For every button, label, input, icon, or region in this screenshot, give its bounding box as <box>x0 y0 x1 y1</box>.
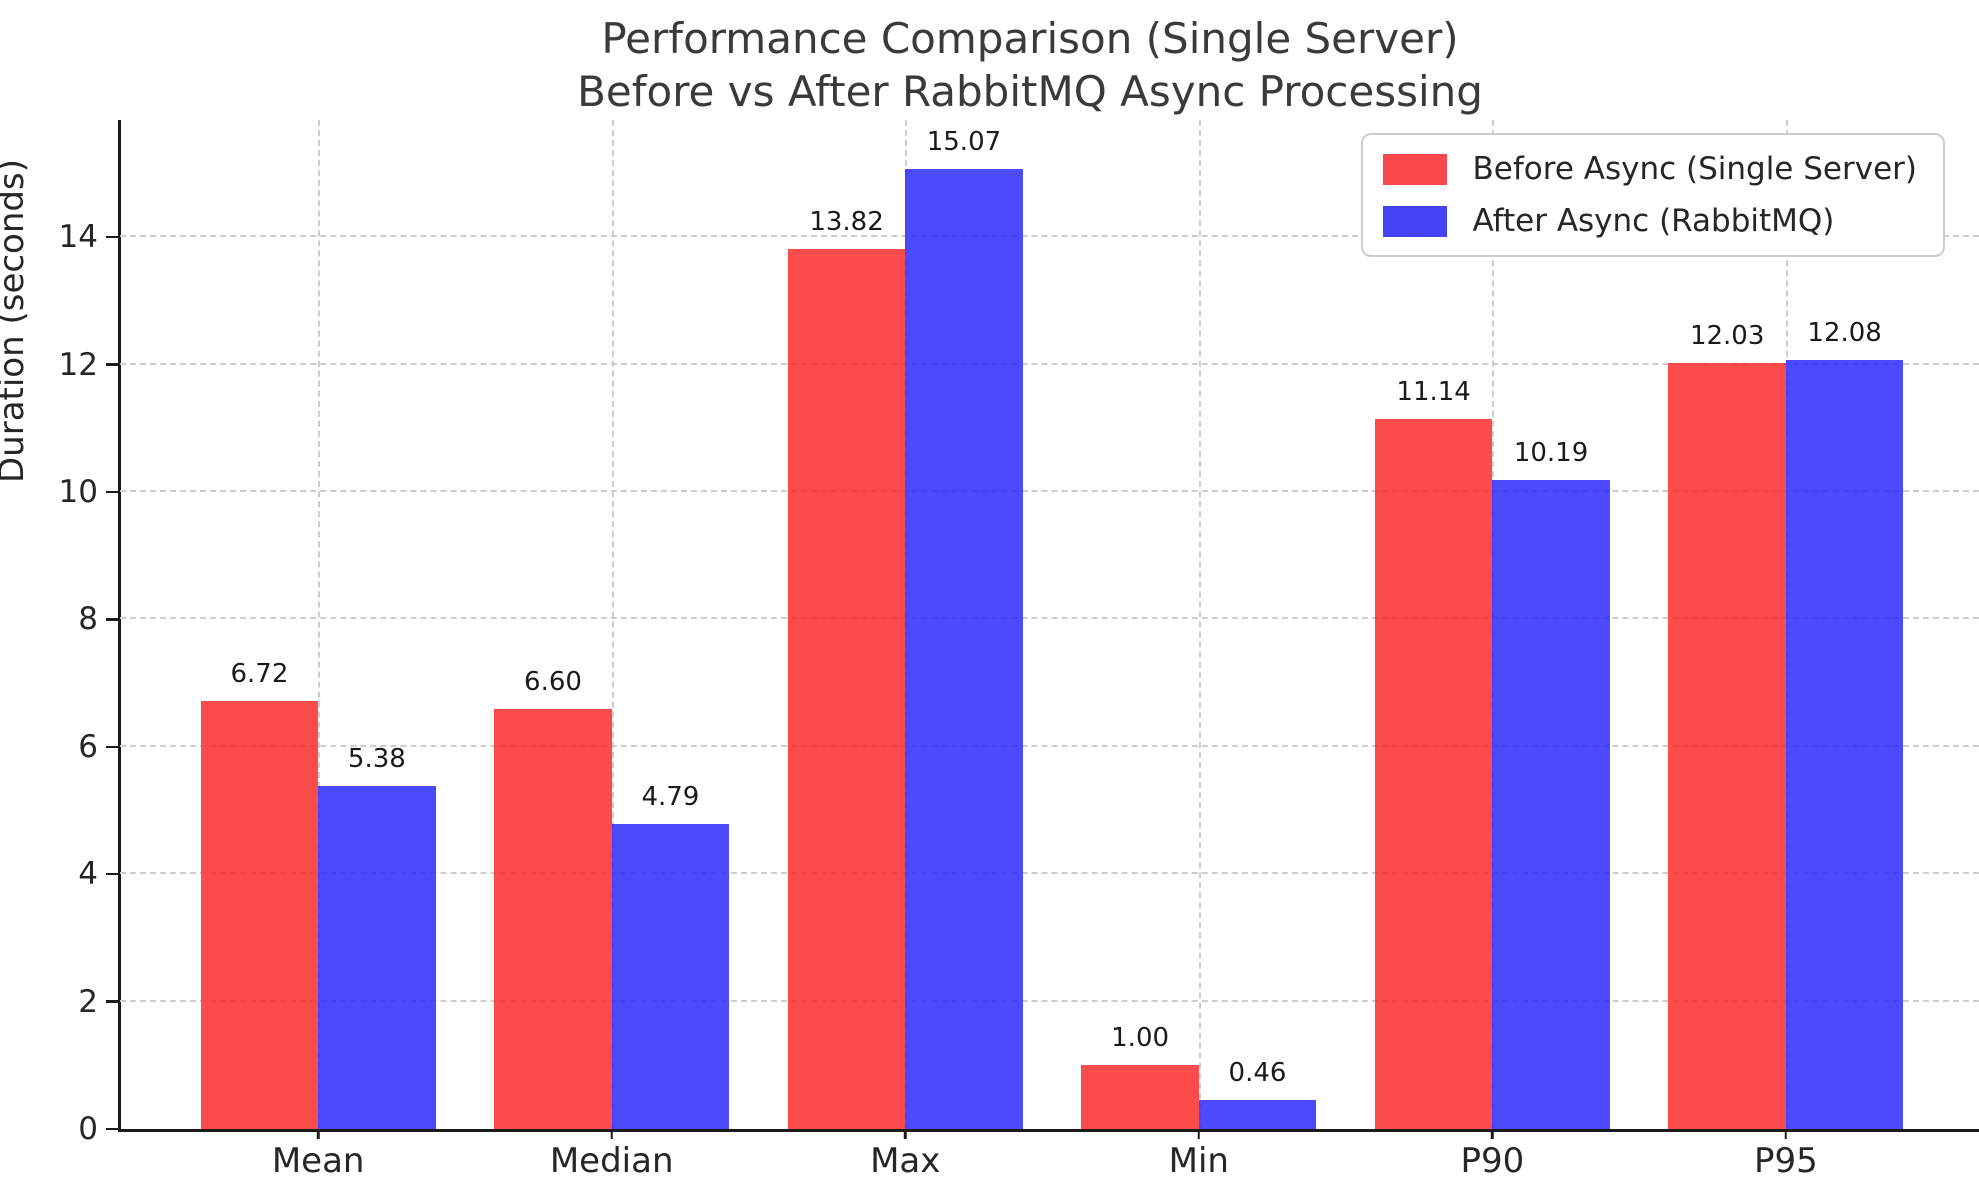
y-axis-spine <box>118 120 121 1129</box>
gridline-y-4 <box>120 872 1979 875</box>
legend-swatch-before <box>1382 153 1447 185</box>
bar-before-mean <box>200 700 319 1129</box>
gridline-y-10 <box>120 490 1979 493</box>
value-label-after-mean: 5.38 <box>347 744 406 775</box>
bar-before-p95 <box>1668 362 1786 1129</box>
xtick-label-median: Median <box>549 1141 674 1180</box>
xtick-mark-p95 <box>1784 1129 1788 1139</box>
legend-entry-after: After Async (RabbitMQ) <box>1382 203 1917 239</box>
chart-title: Performance Comparison (Single Server) B… <box>120 12 1940 118</box>
value-label-before-p95: 12.03 <box>1689 320 1765 351</box>
gridline-y-14 <box>120 235 1979 238</box>
plot-area: 6.72 6.60 13.82 1.00 11.14 12.03 5.38 4.79 15.07… <box>59 120 1979 1180</box>
x-axis-spine <box>118 1128 1979 1132</box>
xtick-mark-max <box>903 1129 907 1139</box>
bar-before-min <box>1081 1065 1199 1129</box>
ytick-label-14: 14 <box>58 219 98 256</box>
gridline-y-8 <box>120 617 1979 620</box>
ytick-label-4: 4 <box>78 856 98 893</box>
bar-after-min <box>1198 1099 1317 1129</box>
bar-after-p95 <box>1785 359 1904 1129</box>
bar-before-median <box>494 708 612 1129</box>
bar-after-p90 <box>1492 479 1610 1129</box>
bar-before-p90 <box>1374 419 1493 1129</box>
ytick-mark-6 <box>106 745 118 749</box>
ytick-mark-10 <box>106 490 118 494</box>
value-label-before-min: 1.00 <box>1111 1023 1170 1054</box>
ytick-mark-2 <box>106 1000 118 1003</box>
xtick-label-max: Max <box>870 1141 941 1180</box>
ytick-mark-12 <box>106 363 118 366</box>
ytick-label-12: 12 <box>58 346 98 383</box>
ytick-label-8: 8 <box>78 601 98 638</box>
gridline-y-2 <box>120 999 1979 1002</box>
value-label-before-p90: 11.14 <box>1396 377 1471 408</box>
ytick-mark-8 <box>106 618 118 621</box>
xtick-label-min: Min <box>1168 1141 1229 1180</box>
gridline-x-median <box>611 120 614 1129</box>
legend: Before Async (Single Server) After Async… <box>1360 133 1945 257</box>
xtick-label-mean: Mean <box>271 1141 365 1180</box>
value-label-before-max: 13.82 <box>809 206 884 237</box>
xtick-mark-mean <box>316 1129 320 1139</box>
ytick-mark-0 <box>106 1127 118 1131</box>
value-label-after-p90: 10.19 <box>1513 437 1589 468</box>
value-label-after-max: 15.07 <box>926 127 1002 158</box>
bar-before-max <box>787 248 906 1129</box>
value-label-before-mean: 6.72 <box>230 658 289 689</box>
value-label-after-p95: 12.08 <box>1807 317 1882 348</box>
gridline-y-6 <box>120 744 1979 747</box>
ytick-mark-14 <box>106 235 118 239</box>
legend-label-before: Before Async (Single Server) <box>1472 151 1917 187</box>
ytick-label-6: 6 <box>78 728 98 765</box>
y-axis-label: Duration (seconds) <box>0 159 32 484</box>
value-label-before-median: 6.60 <box>524 666 582 697</box>
legend-swatch-after <box>1382 205 1447 237</box>
bar-after-max <box>905 169 1023 1129</box>
chart-title-line1: Performance Comparison (Single Server) <box>601 14 1459 63</box>
xtick-label-p95: P95 <box>1753 1141 1818 1180</box>
ytick-mark-4 <box>106 872 118 876</box>
gridline-x-mean <box>318 120 321 1129</box>
ytick-label-10: 10 <box>58 474 98 511</box>
bar-after-mean <box>318 786 436 1129</box>
bar-after-median <box>611 823 730 1129</box>
value-label-after-min: 0.46 <box>1228 1057 1287 1088</box>
gridline-y-12 <box>120 362 1979 365</box>
ytick-label-2: 2 <box>78 983 98 1020</box>
legend-label-after: After Async (RabbitMQ) <box>1472 203 1835 239</box>
value-label-after-median: 4.79 <box>641 781 700 812</box>
xtick-mark-p90 <box>1491 1129 1494 1139</box>
xtick-mark-min <box>1197 1129 1201 1139</box>
xtick-mark-median <box>610 1129 613 1139</box>
chart-title-line2: Before vs After RabbitMQ Async Processin… <box>577 67 1483 116</box>
ytick-label-0: 0 <box>78 1111 98 1147</box>
legend-entry-before: Before Async (Single Server) <box>1382 151 1917 187</box>
gridline-x-min <box>1198 120 1201 1129</box>
xtick-label-p90: P90 <box>1460 1141 1525 1180</box>
